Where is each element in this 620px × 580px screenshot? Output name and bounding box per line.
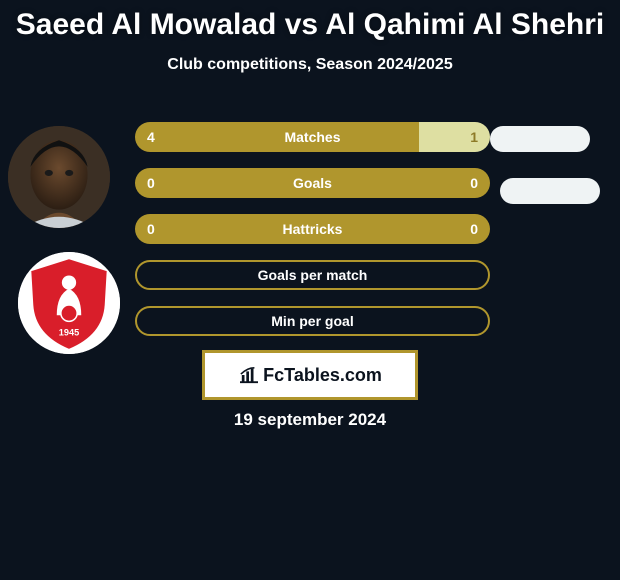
- stat-row-matches: 4 1 Matches: [135, 122, 490, 152]
- placeholder-pill: [490, 126, 590, 152]
- stat-row-hattricks: 0 0 Hattricks: [135, 214, 490, 244]
- page-title: Saeed Al Mowalad vs Al Qahimi Al Shehri: [0, 0, 620, 42]
- placeholder-pill: [500, 178, 600, 204]
- comparison-card: Saeed Al Mowalad vs Al Qahimi Al Shehri …: [0, 0, 620, 580]
- stat-label: Goals per match: [258, 267, 368, 283]
- bar-chart-icon: [238, 366, 260, 384]
- stat-right-value: 0: [313, 168, 491, 198]
- stat-row-goals: 0 0 Goals: [135, 168, 490, 198]
- player-photo: [8, 126, 110, 228]
- stat-left-value: 0: [135, 168, 313, 198]
- face-placeholder-icon: [8, 126, 110, 228]
- stat-left-value: 0: [135, 214, 313, 244]
- club-badge: 1945: [18, 252, 120, 354]
- shield-badge-icon: 1945: [18, 252, 120, 354]
- subtitle: Club competitions, Season 2024/2025: [0, 56, 620, 74]
- brand-text: FcTables.com: [263, 365, 382, 386]
- brand-prefix: Fc: [263, 365, 284, 385]
- stat-left-value: 4: [135, 122, 419, 152]
- brand-suffix: .com: [340, 365, 382, 385]
- stat-rows-container: 4 1 Matches 0 0 Goals 0 0 Hattricks Goal…: [135, 122, 490, 352]
- stat-row-goals-per-match: Goals per match: [135, 260, 490, 290]
- brand-box: FcTables.com: [202, 350, 418, 400]
- stat-row-min-per-goal: Min per goal: [135, 306, 490, 336]
- brand-main: Tables: [284, 365, 340, 385]
- stat-right-value: 1: [419, 122, 490, 152]
- svg-text:1945: 1945: [59, 328, 79, 338]
- stat-label: Min per goal: [271, 313, 353, 329]
- stat-right-value: 0: [313, 214, 491, 244]
- date-label: 19 september 2024: [0, 410, 620, 430]
